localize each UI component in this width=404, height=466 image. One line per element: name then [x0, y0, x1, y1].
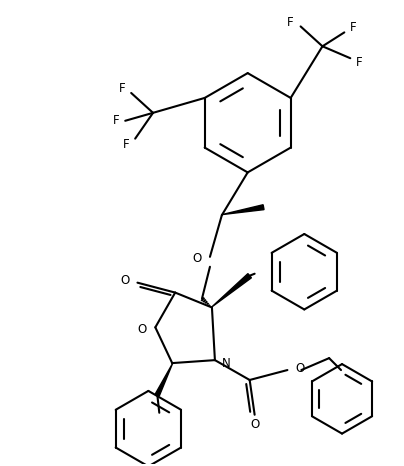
Text: O: O: [295, 362, 305, 375]
Text: F: F: [119, 82, 125, 95]
Text: F: F: [113, 114, 119, 127]
Text: O: O: [250, 418, 259, 431]
Polygon shape: [212, 274, 251, 307]
Text: F: F: [122, 138, 129, 151]
Text: N: N: [222, 356, 231, 370]
Text: O: O: [120, 274, 130, 287]
Text: F: F: [287, 16, 294, 29]
Text: O: O: [137, 323, 146, 336]
Text: O: O: [193, 252, 202, 265]
Text: F: F: [350, 21, 357, 34]
Text: F: F: [356, 55, 363, 69]
Polygon shape: [155, 363, 173, 396]
Polygon shape: [222, 205, 264, 215]
